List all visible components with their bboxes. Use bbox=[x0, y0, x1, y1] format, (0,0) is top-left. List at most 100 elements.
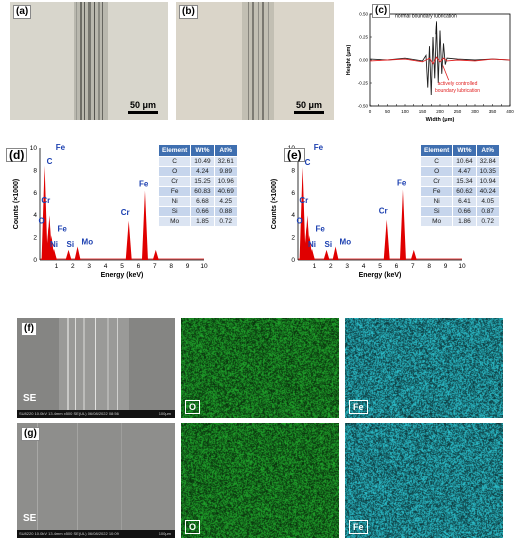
panel-label-e: (e) bbox=[284, 148, 305, 162]
x-axis-label: Energy (keV) bbox=[101, 272, 144, 279]
eds-peak-label: Fe bbox=[397, 178, 407, 187]
table-header-cell: At% bbox=[475, 144, 500, 157]
table-cell: 1.86 bbox=[452, 216, 477, 227]
o-map-f-canvas bbox=[181, 318, 339, 418]
table-cell: 0.66 bbox=[452, 206, 477, 217]
x-tick-label: 6 bbox=[395, 263, 399, 270]
o-map-f: O bbox=[181, 318, 339, 418]
y-axis-label: Counts (×1000) bbox=[13, 179, 20, 229]
scalebar-a-label: 50 μm bbox=[129, 100, 157, 110]
panel-label-d: (d) bbox=[6, 148, 28, 162]
fe-map-f: Fe bbox=[345, 318, 503, 418]
x-tick-label: 3 bbox=[87, 263, 91, 270]
x-tick-label-c: 50 bbox=[385, 109, 391, 114]
se-label-g: SE bbox=[23, 513, 37, 524]
panel-label-a: (a) bbox=[13, 5, 32, 19]
x-tick-label: 2 bbox=[71, 263, 75, 270]
eds-peak-label: Cr bbox=[299, 196, 308, 205]
y-tick-label: 8 bbox=[291, 167, 295, 174]
table-row: Cr 15.25 10.96 bbox=[157, 176, 238, 187]
sem-footer-f-text: SU8220 10.0kV 13.4mm x500 SE(UL) 06/08/2… bbox=[19, 411, 119, 416]
table-cell: 10.94 bbox=[475, 176, 500, 187]
table-row: O 4.24 9.89 bbox=[157, 166, 238, 177]
profile-chart: 0 50 100 150 200 250 300 350 400 0.50 0.25 0.00 -0.2… bbox=[346, 12, 514, 124]
annotation-arrow-active bbox=[442, 65, 450, 81]
x-tick-label-c: 300 bbox=[471, 109, 479, 114]
panel-label-g: (g) bbox=[21, 427, 40, 441]
eds-peak-label: Fe bbox=[139, 180, 149, 189]
eds-peak-label: O bbox=[39, 216, 45, 225]
eds-peak-label: Cr bbox=[379, 207, 388, 216]
x-tick-label: 10 bbox=[200, 263, 208, 270]
eds-peak-label: Fe bbox=[314, 143, 324, 152]
o-map-g: O bbox=[181, 423, 339, 538]
table-cell: Fe bbox=[419, 186, 454, 197]
table-cell: 40.69 bbox=[213, 186, 238, 197]
eds-peak bbox=[125, 220, 132, 260]
table-header-row: Element Wt% At% bbox=[419, 144, 500, 157]
x-tick-label: 5 bbox=[378, 263, 382, 270]
x-tick-label: 4 bbox=[104, 263, 108, 270]
table-header-cell: Wt% bbox=[452, 144, 477, 157]
table-cell: 15.25 bbox=[190, 176, 215, 187]
o-map-f-label: O bbox=[185, 400, 201, 414]
x-tick-label: 5 bbox=[120, 263, 124, 270]
x-tick-label: 7 bbox=[153, 263, 157, 270]
y-tick-label-c: 0.00 bbox=[359, 58, 368, 63]
table-row: Fe 60.83 40.69 bbox=[157, 186, 238, 197]
table-row: C 10.49 32.61 bbox=[157, 156, 238, 167]
eds-peak bbox=[383, 219, 390, 260]
eds-peak bbox=[141, 190, 148, 260]
x-tick-label: 8 bbox=[169, 263, 173, 270]
table-cell: Ni bbox=[157, 196, 192, 207]
table-header-cell: At% bbox=[213, 144, 238, 157]
eds-peak-label: Ni bbox=[308, 240, 316, 249]
x-tick-label: 4 bbox=[362, 263, 366, 270]
table-cell: 10.49 bbox=[190, 156, 215, 167]
y-tick-label: 10 bbox=[30, 145, 38, 152]
table-cell: 1.85 bbox=[190, 216, 215, 227]
annotation-arrow-normal bbox=[435, 21, 437, 35]
eds-table-e: Element Wt% At% C 10.64 32.84 O 4.47 10.35 Cr 15.3… bbox=[419, 144, 500, 227]
fe-map-g-label: Fe bbox=[349, 520, 368, 534]
table-header-cell: Wt% bbox=[190, 144, 215, 157]
eds-peak-label: Si bbox=[67, 240, 75, 249]
x-tick-label: 6 bbox=[137, 263, 141, 270]
x-axis-label-c: Width (μm) bbox=[426, 117, 455, 123]
x-tick-label: 7 bbox=[411, 263, 415, 270]
eds-peak bbox=[41, 165, 48, 260]
eds-peak-label: Mo bbox=[340, 238, 352, 247]
table-row: Si 0.66 0.88 bbox=[157, 206, 238, 217]
table-cell: Si bbox=[419, 206, 454, 217]
table-cell: Mo bbox=[157, 216, 192, 227]
x-tick-label: 1 bbox=[313, 263, 317, 270]
micrograph-b-image bbox=[176, 2, 334, 120]
table-header-cell: Element bbox=[419, 144, 454, 157]
eds-peak bbox=[299, 167, 306, 260]
eds-peak-label: O bbox=[297, 216, 303, 225]
eds-peak-label: C bbox=[305, 158, 311, 167]
scalebar-b-label: 50 μm bbox=[295, 100, 323, 110]
eds-peak-label: C bbox=[47, 157, 53, 166]
y-tick-label: 6 bbox=[291, 190, 295, 197]
eds-peak bbox=[399, 189, 406, 260]
table-header-row: Element Wt% At% bbox=[157, 144, 238, 157]
sem-footer-g: SU8220 10.0kV 13.4mm x500 SE(UL) 06/08/2… bbox=[17, 530, 175, 538]
o-map-g-canvas bbox=[181, 423, 339, 538]
sem-image-f: (f) SE SU8220 10.0kV 13.4mm x500 SE(UL) … bbox=[17, 318, 175, 418]
table-cell: Cr bbox=[419, 176, 454, 187]
y-tick-label-c: -0.25 bbox=[358, 81, 369, 86]
table-cell: O bbox=[419, 166, 454, 177]
eds-peak-label: Fe bbox=[315, 224, 325, 233]
eds-peak-label: Cr bbox=[41, 196, 50, 205]
scalebar-a: 50 μm bbox=[128, 100, 158, 114]
table-cell: C bbox=[419, 156, 454, 167]
table-row: Fe 60.62 40.24 bbox=[419, 186, 500, 197]
x-tick-label-c: 250 bbox=[454, 109, 462, 114]
table-cell: Ni bbox=[419, 196, 454, 207]
table-cell: 40.24 bbox=[475, 186, 500, 197]
eds-peak bbox=[410, 249, 417, 260]
y-tick-label: 2 bbox=[33, 235, 37, 242]
sem-footer-g-text: SU8220 10.0kV 13.4mm x500 SE(UL) 06/08/2… bbox=[19, 531, 119, 536]
table-row: Mo 1.86 0.72 bbox=[419, 216, 500, 227]
